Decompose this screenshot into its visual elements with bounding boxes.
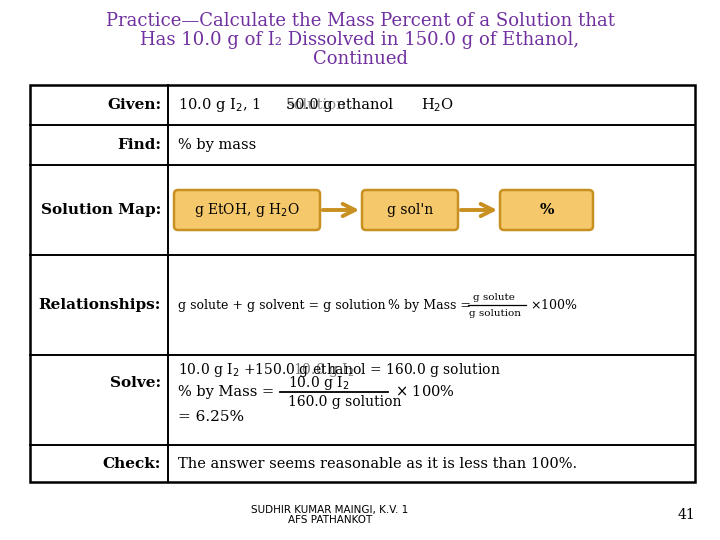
- Text: g solution: g solution: [469, 308, 521, 318]
- Text: $\times$100%: $\times$100%: [530, 298, 577, 312]
- Text: 41: 41: [678, 508, 695, 522]
- Bar: [30, 85, 695, 482]
- Text: Continued: Continued: [312, 50, 408, 68]
- FancyBboxPatch shape: [500, 190, 593, 230]
- Text: g EtOH, g H$_2$O: g EtOH, g H$_2$O: [194, 201, 300, 219]
- Text: % by Mass =: % by Mass =: [178, 385, 274, 399]
- Text: $\times$ 100%: $\times$ 100%: [395, 384, 455, 400]
- Text: Solve:: Solve:: [110, 376, 161, 390]
- Text: Solution Map:: Solution Map:: [41, 203, 161, 217]
- Text: AFS PATHANKOT: AFS PATHANKOT: [288, 515, 372, 525]
- Text: Relationships:: Relationships:: [39, 298, 161, 312]
- Text: 10.0 g I$_2$: 10.0 g I$_2$: [288, 374, 349, 392]
- Text: % by mass: % by mass: [178, 138, 256, 152]
- Text: g solute + g solvent = g solution: g solute + g solvent = g solution: [178, 299, 386, 312]
- Text: 160.0 g solution: 160.0 g solution: [288, 395, 402, 409]
- Text: g solute: g solute: [473, 294, 515, 302]
- FancyBboxPatch shape: [174, 190, 320, 230]
- Text: Has 10.0 g of I₂ Dissolved in 150.0 g of Ethanol,: Has 10.0 g of I₂ Dissolved in 150.0 g of…: [140, 31, 580, 49]
- Text: H$_2$O: H$_2$O: [421, 96, 454, 114]
- Text: = 6.25%: = 6.25%: [178, 410, 244, 424]
- Text: The answer seems reasonable as it is less than 100%.: The answer seems reasonable as it is les…: [178, 456, 577, 470]
- Text: 50.0 g ethanol: 50.0 g ethanol: [286, 98, 393, 112]
- Text: Practice—Calculate the Mass Percent of a Solution that: Practice—Calculate the Mass Percent of a…: [106, 12, 614, 30]
- Text: %: %: [539, 203, 554, 217]
- Text: SUDHIR KUMAR MAINGI, K.V. 1: SUDHIR KUMAR MAINGI, K.V. 1: [251, 505, 409, 515]
- Text: g sol'n: g sol'n: [387, 203, 433, 217]
- Text: Given:: Given:: [107, 98, 161, 112]
- Text: % by Mass =: % by Mass =: [388, 299, 471, 312]
- Text: solution: solution: [286, 98, 346, 112]
- FancyBboxPatch shape: [362, 190, 458, 230]
- Text: 10.0 g I$_2$, 1: 10.0 g I$_2$, 1: [178, 96, 261, 114]
- Text: 10.0 g I$_2$ +150.0 g ethanol = 160.0 g solution: 10.0 g I$_2$ +150.0 g ethanol = 160.0 g …: [178, 361, 500, 379]
- Text: Find:: Find:: [117, 138, 161, 152]
- Text: 10.0 g I$_2$: 10.0 g I$_2$: [293, 361, 354, 379]
- Text: Check:: Check:: [103, 456, 161, 470]
